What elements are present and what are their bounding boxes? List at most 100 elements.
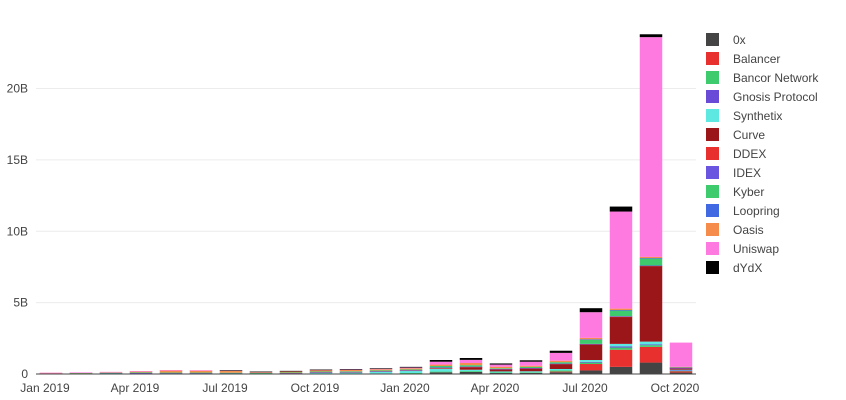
legend-item-ddex[interactable]: DDEX <box>706 144 818 163</box>
bar-segment-uniswap[interactable] <box>189 370 213 371</box>
bar-segment-kyber[interactable] <box>129 372 153 374</box>
bar-segment-kyber[interactable] <box>309 371 333 373</box>
bar-segment-balancer[interactable] <box>669 371 693 373</box>
bar-segment-idex[interactable] <box>369 370 393 372</box>
bar-segment-dydx[interactable] <box>429 360 453 362</box>
bar-segment-kyber[interactable] <box>219 372 243 374</box>
bar-segment-dydx[interactable] <box>639 34 663 38</box>
bar-segment-dydx[interactable] <box>399 366 423 368</box>
bar-segment-synthetix[interactable] <box>639 341 663 345</box>
bar-segment-uniswap[interactable] <box>429 361 453 365</box>
bar-segment-idex[interactable] <box>669 368 693 369</box>
legend-item-idex[interactable]: IDEX <box>706 163 818 182</box>
bar-segment-balancer[interactable] <box>579 364 603 371</box>
bar-segment-dydx[interactable] <box>249 371 273 373</box>
bar-segment-bancor-network[interactable] <box>429 371 453 373</box>
bar-segment-synthetix[interactable] <box>549 369 573 371</box>
legend-item-curve[interactable]: Curve <box>706 125 818 144</box>
bar-segment-curve[interactable] <box>579 344 603 361</box>
bar-segment-uniswap[interactable] <box>459 359 483 364</box>
bar-segment-kyber[interactable] <box>639 258 663 266</box>
bar-segment-uniswap[interactable] <box>639 37 663 257</box>
bar-segment-ddex[interactable] <box>279 373 303 374</box>
bar-segment-0x[interactable] <box>549 372 573 374</box>
bar-segment-uniswap[interactable] <box>609 211 633 309</box>
legend-item-uniswap[interactable]: Uniswap <box>706 239 818 258</box>
legend-item-loopring[interactable]: Loopring <box>706 201 818 220</box>
bar-segment-0x[interactable] <box>519 372 543 374</box>
bar-segment-synthetix[interactable] <box>369 371 393 374</box>
bar-segment-oasis[interactable] <box>429 364 453 367</box>
bar-segment-bancor-network[interactable] <box>639 345 663 347</box>
bar-segment-kyber[interactable] <box>339 371 363 372</box>
bar-segment-synthetix[interactable] <box>489 371 513 373</box>
bar-segment-dydx[interactable] <box>549 350 573 353</box>
bar-segment-kyber[interactable] <box>609 310 633 317</box>
bar-segment-oasis[interactable] <box>189 370 213 373</box>
bar-segment-idex[interactable] <box>489 368 513 370</box>
bar-segment-idex[interactable] <box>459 366 483 368</box>
bar-segment-synthetix[interactable] <box>579 360 603 362</box>
bar-segment-oasis[interactable] <box>579 337 603 340</box>
bar-segment-kyber[interactable] <box>69 373 93 374</box>
bar-segment-balancer[interactable] <box>549 371 573 373</box>
legend-item-synthetix[interactable]: Synthetix <box>706 106 818 125</box>
bar-segment-balancer[interactable] <box>609 349 633 367</box>
bar-segment-kyber[interactable] <box>159 372 183 374</box>
bar-segment-idex[interactable] <box>339 371 363 373</box>
bar-segment-oasis[interactable] <box>639 256 663 259</box>
bar-segment-synthetix[interactable] <box>519 371 543 373</box>
bar-segment-dydx[interactable] <box>519 360 543 362</box>
bar-segment-oasis[interactable] <box>459 363 483 366</box>
bar-segment-gnosis-protocol[interactable] <box>609 346 633 348</box>
bar-segment-curve[interactable] <box>549 364 573 370</box>
bar-segment-dydx[interactable] <box>459 358 483 360</box>
bar-segment-oasis[interactable] <box>519 365 543 367</box>
bar-segment-oasis[interactable] <box>489 366 513 369</box>
legend-item-oasis[interactable]: Oasis <box>706 220 818 239</box>
bar-segment-dydx[interactable] <box>369 368 393 369</box>
bar-segment-oasis[interactable] <box>219 370 243 373</box>
bar-segment-idex[interactable] <box>609 316 633 317</box>
bar-segment-kyber[interactable] <box>279 372 303 374</box>
bar-segment-gnosis-protocol[interactable] <box>639 344 663 346</box>
bar-segment-gnosis-protocol[interactable] <box>579 361 603 363</box>
legend-item-balancer[interactable]: Balancer <box>706 49 818 68</box>
bar-segment-dydx[interactable] <box>309 369 333 371</box>
bar-segment-kyber[interactable] <box>99 372 123 374</box>
bar-segment-uniswap[interactable] <box>549 352 573 361</box>
bar-segment-kyber[interactable] <box>579 339 603 344</box>
bar-segment-0x[interactable] <box>429 372 453 374</box>
bar-segment-idex[interactable] <box>579 343 603 345</box>
bar-segment-curve[interactable] <box>519 368 543 372</box>
bar-segment-loopring[interactable] <box>579 339 603 340</box>
bar-segment-uniswap[interactable] <box>39 372 63 374</box>
bar-segment-uniswap[interactable] <box>369 368 393 370</box>
bar-segment-bancor-network[interactable] <box>519 372 543 373</box>
bar-segment-oasis[interactable] <box>249 371 273 373</box>
bar-segment-0x[interactable] <box>669 372 693 374</box>
bar-segment-synthetix[interactable] <box>459 369 483 372</box>
bar-segment-ddex[interactable] <box>609 316 633 318</box>
bar-segment-curve[interactable] <box>489 369 513 372</box>
bar-segment-uniswap[interactable] <box>99 371 123 373</box>
bar-segment-uniswap[interactable] <box>489 364 513 367</box>
bar-segment-balancer[interactable] <box>639 346 663 363</box>
bar-segment-oasis[interactable] <box>549 360 573 363</box>
bar-segment-uniswap[interactable] <box>159 370 183 371</box>
bar-segment-oasis[interactable] <box>609 308 633 311</box>
bar-segment-gnosis-protocol[interactable] <box>669 370 693 372</box>
bar-segment-bancor-network[interactable] <box>399 373 423 374</box>
bar-segment-synthetix[interactable] <box>339 372 363 374</box>
bar-segment-idex[interactable] <box>399 370 423 371</box>
bar-segment-curve[interactable] <box>609 316 633 344</box>
bar-segment-kyber[interactable] <box>519 366 543 369</box>
legend-item-kyber[interactable]: Kyber <box>706 182 818 201</box>
bar-segment-oasis[interactable] <box>279 371 303 373</box>
bar-segment-oasis[interactable] <box>129 371 153 373</box>
bar-segment-uniswap[interactable] <box>399 367 423 369</box>
bar-segment-kyber[interactable] <box>549 362 573 364</box>
bar-segment-kyber[interactable] <box>189 372 213 374</box>
bar-segment-oasis[interactable] <box>669 366 693 368</box>
bar-segment-dydx[interactable] <box>279 370 303 372</box>
